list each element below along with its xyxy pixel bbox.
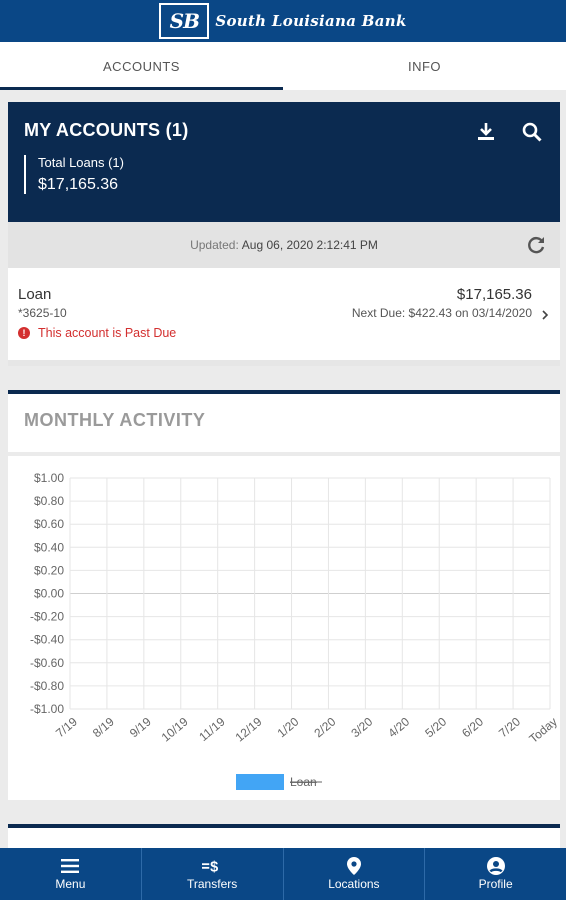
- y-tick-label: $0.00: [34, 587, 64, 601]
- updated-timestamp: Aug 06, 2020 2:12:41 PM: [241, 238, 378, 252]
- accounts-title: MY ACCOUNTS (1): [24, 120, 189, 140]
- accounts-summary: MY ACCOUNTS (1) Total Loans (1) $17,165.…: [8, 102, 560, 222]
- tab-bar: ACCOUNTS INFO: [0, 42, 566, 90]
- bank-logo: SB South Louisiana Bank: [159, 3, 406, 39]
- y-tick-label: $1.00: [34, 471, 64, 485]
- y-tick-label: $0.80: [34, 494, 64, 508]
- y-tick-label: $0.60: [34, 517, 64, 531]
- app-header: SB South Louisiana Bank: [0, 0, 566, 42]
- location-icon: [344, 857, 364, 875]
- chevron-right-icon: [540, 308, 550, 320]
- search-icon[interactable]: [520, 120, 544, 144]
- alert-icon: !: [18, 327, 30, 339]
- y-tick-label: $0.20: [34, 563, 64, 577]
- loan-name: Loan: [18, 286, 52, 303]
- past-due-warning: ! This account is Past Due: [18, 326, 550, 340]
- y-tick-label: -$1.00: [30, 702, 64, 716]
- next-due: Next Due: $422.43 on 03/14/2020: [351, 306, 532, 320]
- y-tick-label: -$0.20: [30, 610, 64, 624]
- refresh-icon[interactable]: [524, 233, 548, 257]
- x-tick-label: 2/20: [311, 714, 338, 740]
- x-tick-label: 8/19: [90, 714, 117, 740]
- total-loans-amount: $17,165.36: [38, 176, 119, 193]
- nav-menu-label: Menu: [55, 877, 86, 891]
- updated-label: Updated:: [190, 238, 239, 252]
- download-icon[interactable]: [474, 120, 498, 144]
- svg-text:$: $: [210, 859, 218, 875]
- nav-profile-label: Profile: [478, 877, 513, 891]
- nav-transfers[interactable]: $ Transfers: [142, 848, 284, 900]
- x-tick-label: 7/19: [53, 714, 80, 740]
- bank-name: South Louisiana Bank: [215, 12, 407, 30]
- nav-locations[interactable]: Locations: [284, 848, 426, 900]
- nav-profile[interactable]: Profile: [425, 848, 566, 900]
- transfer-icon: $: [202, 857, 222, 875]
- menu-icon: [60, 857, 80, 875]
- loan-balance: $17,165.36: [456, 286, 532, 303]
- loan-account-row[interactable]: Loan *3625-10 ! This account is Past Due…: [8, 268, 560, 366]
- profile-icon: [486, 857, 506, 875]
- y-tick-label: $0.40: [34, 540, 64, 554]
- x-tick-label: 5/20: [422, 714, 449, 740]
- legend-swatch: [236, 774, 284, 790]
- total-loans: Total Loans (1) $17,165.36: [24, 155, 544, 194]
- past-due-text: This account is Past Due: [38, 326, 177, 340]
- nav-transfers-label: Transfers: [187, 877, 238, 891]
- tab-info[interactable]: INFO: [407, 58, 442, 74]
- bottom-nav: Menu $ Transfers Locations Profile: [0, 848, 566, 900]
- logo-mark: SB: [159, 3, 210, 39]
- x-tick-label: 1/20: [275, 714, 302, 740]
- updated-bar: Updated: Aug 06, 2020 2:12:41 PM: [8, 222, 560, 268]
- total-loans-label: Total Loans (1): [38, 155, 124, 170]
- y-tick-label: -$0.60: [30, 656, 64, 670]
- x-tick-label: Today: [526, 715, 560, 746]
- x-tick-label: 7/20: [496, 714, 523, 740]
- nav-locations-label: Locations: [328, 877, 380, 891]
- loan-number: *3625-10: [18, 306, 67, 320]
- y-tick-label: -$0.40: [30, 633, 64, 647]
- monthly-activity-title: MONTHLY ACTIVITY: [24, 410, 206, 430]
- x-tick-label: 9/19: [127, 714, 154, 740]
- x-tick-label: 4/20: [385, 714, 412, 740]
- x-tick-label: 6/20: [459, 714, 486, 740]
- y-tick-label: -$0.80: [30, 679, 64, 693]
- monthly-activity-chart: $1.00 $0.80 $0.60 $0.40 $0.20 $0.00 -$0.20 -$0.…: [8, 456, 560, 800]
- nav-menu[interactable]: Menu: [0, 848, 142, 900]
- chart-svg: $1.00 $0.80 $0.60 $0.40 $0.20 $0.00 -$0.20 -$0.…: [30, 471, 560, 790]
- x-tick-label: 12/19: [233, 714, 265, 744]
- x-tick-label: 11/19: [196, 714, 228, 744]
- x-tick-label: 10/19: [159, 714, 191, 744]
- monthly-activity-header: MONTHLY ACTIVITY: [8, 390, 560, 452]
- tab-accounts[interactable]: ACCOUNTS: [0, 42, 283, 90]
- x-tick-label: 3/20: [348, 714, 375, 740]
